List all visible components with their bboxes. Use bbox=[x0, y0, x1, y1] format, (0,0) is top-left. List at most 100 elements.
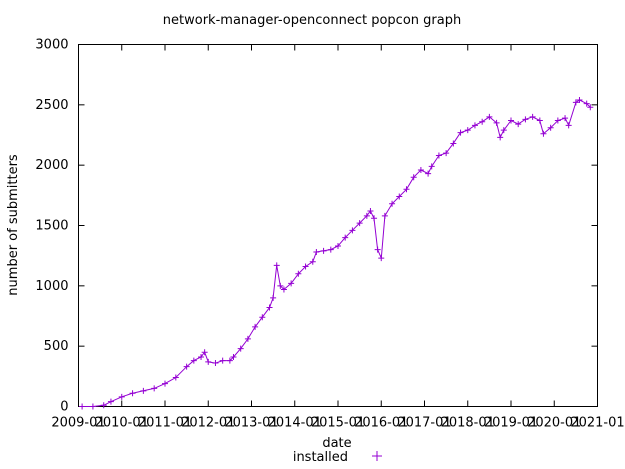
data-point bbox=[479, 118, 486, 125]
x-tick-label: 2011-01 bbox=[138, 416, 192, 431]
x-tick-label: 2016-01 bbox=[354, 416, 408, 431]
x-tick-label: 2017-01 bbox=[397, 416, 451, 431]
data-point bbox=[219, 357, 226, 364]
legend-plus-icon bbox=[372, 451, 382, 461]
y-axis-label: number of submitters bbox=[6, 154, 21, 296]
data-point bbox=[356, 220, 363, 227]
data-point bbox=[522, 116, 529, 123]
data-point bbox=[464, 127, 471, 134]
x-tick-label: 2013-01 bbox=[224, 416, 278, 431]
data-point bbox=[417, 166, 424, 173]
data-point bbox=[89, 403, 96, 410]
data-point bbox=[335, 243, 341, 250]
data-point bbox=[252, 323, 259, 330]
data-point bbox=[140, 387, 147, 394]
data-point bbox=[230, 354, 237, 361]
x-tick-label: 2014-01 bbox=[268, 416, 322, 431]
data-point bbox=[443, 150, 450, 157]
x-tick-label: 2021-01 bbox=[570, 416, 624, 431]
data-point bbox=[151, 385, 158, 392]
data-point bbox=[486, 113, 493, 120]
data-point bbox=[381, 212, 388, 219]
x-axis-label: date bbox=[322, 436, 351, 451]
y-tick-label: 2000 bbox=[35, 158, 68, 173]
data-point bbox=[327, 246, 334, 253]
y-tick-label: 500 bbox=[44, 339, 69, 354]
x-tick-label: 2009-01 bbox=[51, 416, 105, 431]
data-point bbox=[313, 249, 320, 256]
y-tick-label: 1000 bbox=[35, 279, 68, 294]
data-point bbox=[363, 212, 370, 219]
data-point bbox=[457, 129, 464, 136]
data-point bbox=[529, 113, 536, 120]
legend: installed bbox=[293, 450, 382, 465]
data-point bbox=[562, 115, 569, 122]
data-point bbox=[583, 100, 590, 107]
data-point bbox=[172, 374, 179, 381]
series-layer bbox=[79, 97, 594, 410]
data-point bbox=[403, 186, 410, 193]
x-tick-label: 2012-01 bbox=[181, 416, 235, 431]
data-point bbox=[273, 262, 280, 269]
x-tick-label: 2020-01 bbox=[527, 416, 581, 431]
data-point bbox=[435, 152, 442, 159]
chart-title: network-manager-openconnect popcon graph bbox=[163, 13, 461, 28]
data-point bbox=[500, 127, 507, 134]
x-tick-label: 2019-01 bbox=[484, 416, 538, 431]
data-point bbox=[576, 97, 583, 104]
data-point bbox=[320, 247, 327, 254]
data-point bbox=[587, 104, 594, 111]
data-point bbox=[237, 345, 244, 352]
data-point bbox=[212, 360, 219, 367]
data-point bbox=[79, 403, 86, 410]
data-point bbox=[508, 117, 514, 124]
data-point bbox=[342, 234, 349, 241]
data-point bbox=[410, 174, 417, 181]
data-point bbox=[302, 263, 309, 270]
data-point bbox=[565, 122, 572, 129]
data-point bbox=[226, 357, 233, 364]
data-point bbox=[309, 258, 316, 265]
data-point bbox=[493, 119, 500, 126]
data-point bbox=[162, 380, 168, 387]
data-point bbox=[396, 193, 403, 200]
data-point bbox=[497, 134, 504, 141]
data-point bbox=[572, 99, 579, 106]
data-point bbox=[288, 280, 295, 287]
legend-marker bbox=[372, 451, 382, 461]
data-point bbox=[450, 140, 457, 147]
data-point bbox=[295, 270, 302, 277]
data-point bbox=[536, 117, 543, 124]
data-point bbox=[367, 208, 374, 215]
data-point bbox=[389, 200, 396, 207]
legend-label: installed bbox=[293, 450, 348, 465]
data-point bbox=[201, 349, 208, 356]
data-point bbox=[349, 227, 356, 234]
data-point bbox=[371, 215, 378, 222]
data-point bbox=[205, 358, 212, 365]
data-point bbox=[107, 398, 114, 405]
data-point bbox=[259, 314, 266, 321]
y-tick-label: 3000 bbox=[35, 38, 68, 53]
series-line bbox=[82, 99, 591, 407]
data-point bbox=[280, 286, 287, 293]
data-point bbox=[425, 170, 432, 177]
data-point bbox=[118, 393, 125, 400]
y-tick-label: 1500 bbox=[35, 219, 68, 234]
data-point bbox=[198, 354, 205, 361]
data-point bbox=[554, 117, 561, 124]
data-point bbox=[270, 294, 277, 301]
data-point bbox=[277, 282, 284, 289]
data-point bbox=[374, 246, 381, 253]
data-point bbox=[471, 122, 478, 129]
x-tick-label: 2018-01 bbox=[441, 416, 495, 431]
data-point bbox=[183, 363, 190, 370]
y-tick-label: 2500 bbox=[35, 98, 68, 113]
data-point bbox=[547, 124, 554, 131]
plot-frame bbox=[78, 44, 598, 407]
data-point bbox=[244, 335, 251, 342]
x-tick-label: 2015-01 bbox=[311, 416, 365, 431]
data-point bbox=[190, 357, 197, 364]
x-tick-label: 2010-01 bbox=[95, 416, 149, 431]
